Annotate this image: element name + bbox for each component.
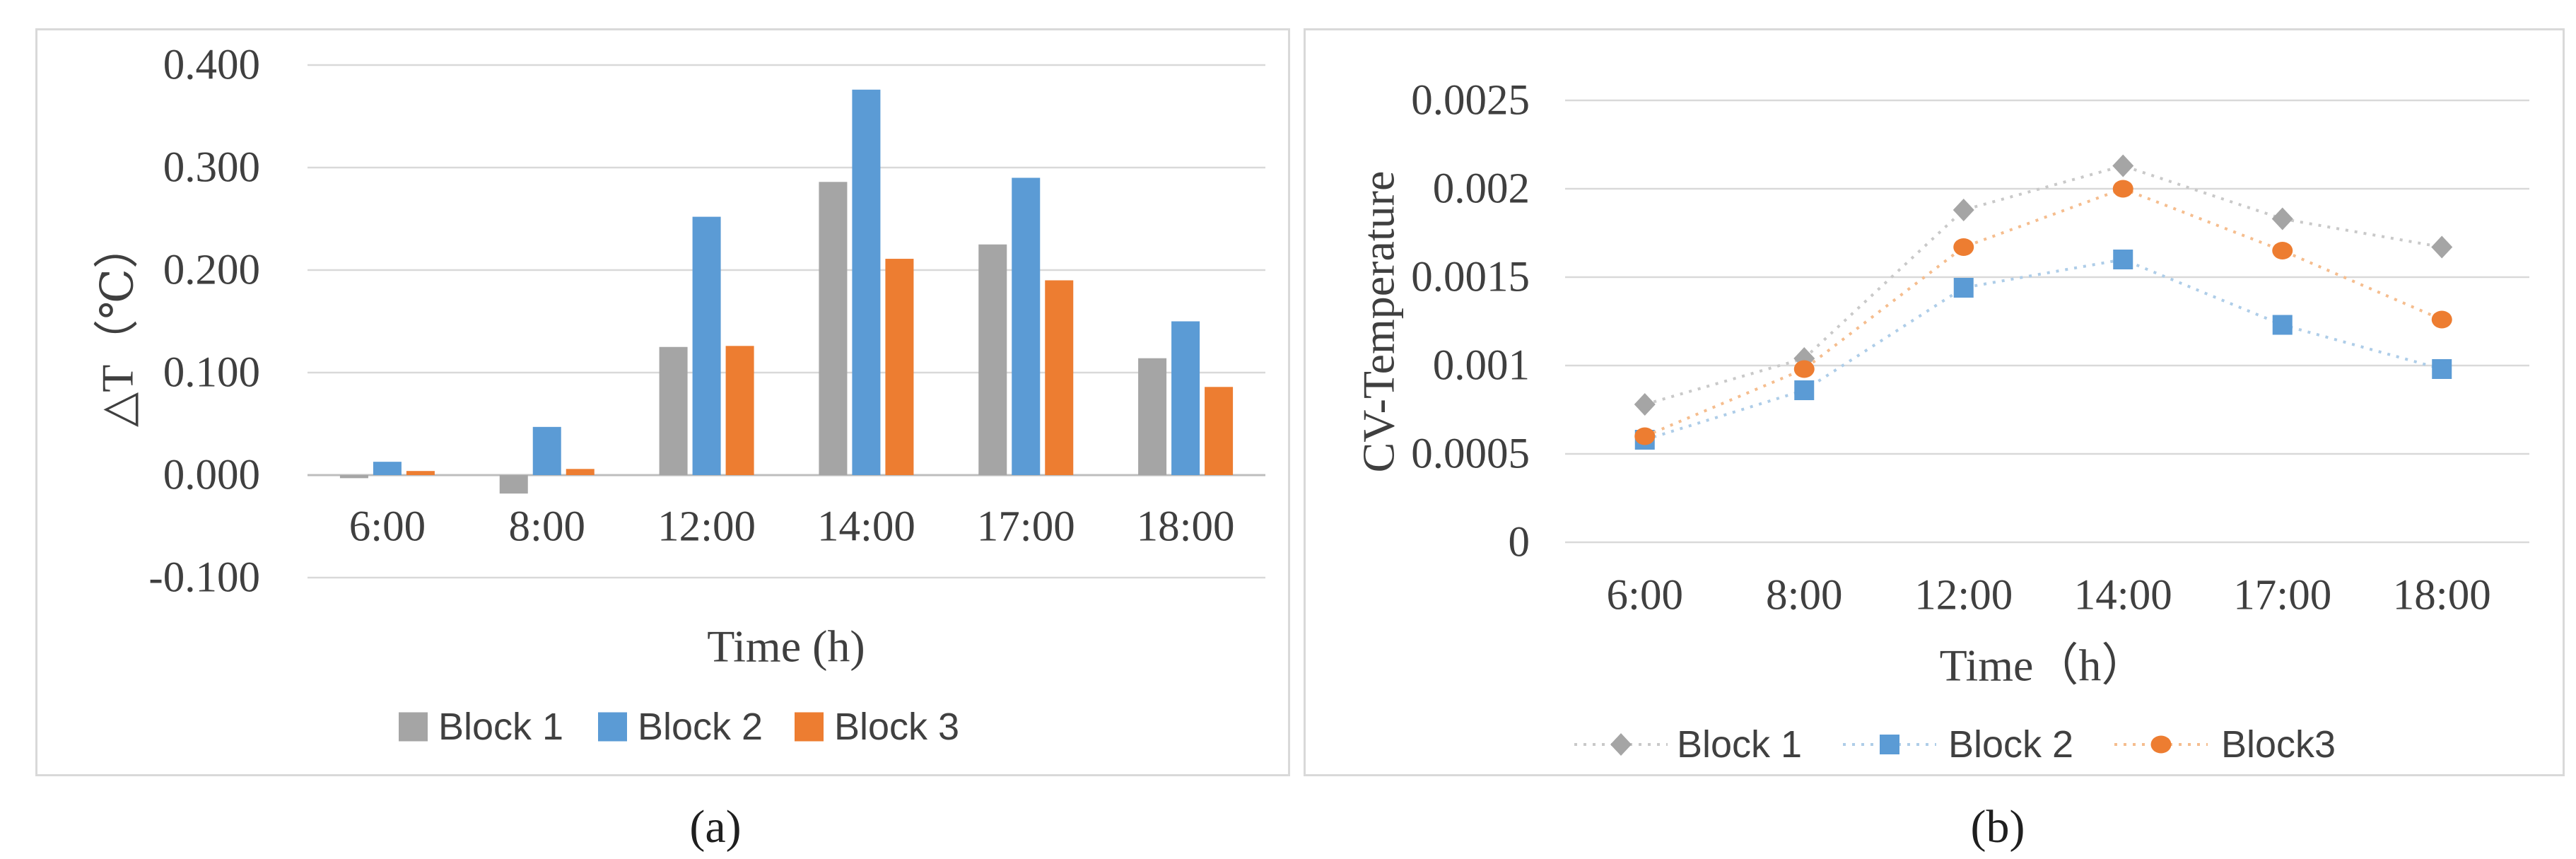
bar <box>978 244 1007 475</box>
x-tick-label: 12:00 <box>1914 572 2013 619</box>
legend-label: Block 1 <box>1677 723 1802 766</box>
x-tick-label: 6:00 <box>1607 572 1683 619</box>
bar <box>1171 321 1200 475</box>
x-tick-label: 8:00 <box>1766 572 1842 619</box>
bar <box>819 182 848 475</box>
x-tick-label: 18:00 <box>2393 572 2491 619</box>
series-line <box>1644 164 2442 406</box>
marker-diamond <box>2431 235 2453 259</box>
legend-item: Block 2 <box>1843 723 2073 766</box>
marker-square <box>1953 278 1974 298</box>
legend-item: Block3 <box>2114 723 2336 766</box>
bar <box>499 475 528 494</box>
x-tick-label: 17:00 <box>977 503 1075 551</box>
bar <box>692 216 721 475</box>
x-tick-label: 12:00 <box>657 503 756 551</box>
marker-square <box>1794 380 1815 400</box>
x-tick-label: 17:00 <box>2233 572 2331 619</box>
bar <box>532 426 561 475</box>
bar <box>1045 280 1074 475</box>
bar <box>659 346 688 475</box>
bar <box>852 89 881 476</box>
series-line <box>1644 257 2442 441</box>
marker-diamond <box>1634 393 1656 416</box>
legend-label: Block 1 <box>438 706 563 748</box>
series-line <box>1644 187 2443 438</box>
y-tick-label: 0.200 <box>163 247 260 294</box>
y-axis-title: CV-Temperature <box>1354 171 1404 473</box>
y-tick-label: 0.000 <box>163 452 260 499</box>
x-tick-label: 8:00 <box>509 503 585 551</box>
legend-label: Block 2 <box>638 706 763 748</box>
y-tick-label: -0.100 <box>148 554 260 602</box>
y-tick-label: 0.100 <box>163 349 260 397</box>
marker-circle <box>2272 242 2293 259</box>
x-tick-label: 18:00 <box>1137 503 1235 551</box>
legend-item: Block 1 <box>399 706 563 748</box>
marker-diamond <box>2271 207 2293 230</box>
legend-item: Block 1 <box>1574 723 1802 766</box>
marker-square <box>2113 250 2133 269</box>
y-tick-label: 0.300 <box>163 144 260 192</box>
marker-circle <box>2150 735 2172 754</box>
marker-circle <box>2112 180 2133 198</box>
y-tick-label: 0.001 <box>1433 342 1530 390</box>
legend-item: Block 3 <box>795 706 959 748</box>
marker-circle <box>1793 360 1815 378</box>
legend-item: Block 2 <box>598 706 763 748</box>
x-tick-label: 14:00 <box>2074 572 2172 619</box>
chart-panel-b <box>1304 28 2565 776</box>
x-tick-label: 6:00 <box>349 503 426 551</box>
marker-square <box>2432 359 2452 379</box>
bar-chart: 0.400 0.300 0.200 0.100 0.000 -0.100 6:00 8:00 1… <box>93 42 1265 748</box>
x-axis-title: Time (h) <box>707 621 865 672</box>
y-tick-label: 0 <box>1509 519 1530 566</box>
marker-square <box>1880 735 1899 754</box>
marker-circle <box>2431 310 2452 329</box>
marker-square <box>2272 315 2293 335</box>
marker-circle <box>1953 238 1974 256</box>
x-tick-label: 14:00 <box>817 503 915 551</box>
caption-b: (b) <box>1970 801 2025 853</box>
marker-diamond <box>1610 733 1632 756</box>
bar <box>1138 358 1167 475</box>
marker-diamond <box>1953 199 1974 221</box>
legend-label: Block 2 <box>1948 723 2073 766</box>
bar <box>885 259 914 475</box>
legend-swatch-icon <box>399 712 428 742</box>
legend-swatch-icon <box>795 712 824 742</box>
bar <box>566 469 595 475</box>
bar <box>725 346 754 475</box>
y-tick-label: 0.0005 <box>1411 431 1530 478</box>
legend-label: Block3 <box>2221 723 2336 766</box>
bar <box>406 471 435 475</box>
marker-diamond <box>2112 154 2134 177</box>
bar <box>339 475 368 479</box>
x-axis-title: Time（h） <box>1940 641 2147 691</box>
y-axis-title: △T（℃） <box>93 223 143 427</box>
caption-a: (a) <box>689 801 742 853</box>
legend-swatch-icon <box>598 712 627 742</box>
y-tick-label: 0.0025 <box>1411 77 1530 124</box>
bar <box>373 462 402 475</box>
y-tick-label: 0.400 <box>163 42 260 89</box>
bar <box>1205 387 1234 475</box>
line-chart: 0.0025 0.002 0.0015 0.001 0.0005 0 6:00 8:00 12:… <box>1354 77 2529 766</box>
bar <box>1012 177 1041 475</box>
legend-label: Block 3 <box>834 706 959 748</box>
y-tick-label: 0.002 <box>1433 165 1530 213</box>
marker-circle <box>1634 427 1656 445</box>
y-tick-label: 0.0015 <box>1411 254 1530 301</box>
